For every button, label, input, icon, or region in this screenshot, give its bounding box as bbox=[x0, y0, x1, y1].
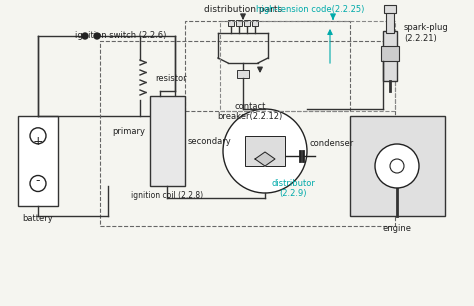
Polygon shape bbox=[255, 152, 275, 166]
Bar bbox=[236, 20, 242, 26]
Text: ignition switch (2.2.6): ignition switch (2.2.6) bbox=[75, 31, 166, 40]
Text: engine: engine bbox=[383, 224, 411, 233]
Text: +: + bbox=[33, 135, 43, 148]
Text: -: - bbox=[36, 174, 40, 187]
Text: contact
breaker(2.2.12): contact breaker(2.2.12) bbox=[218, 102, 283, 121]
Text: high-tension code(2.2.25): high-tension code(2.2.25) bbox=[256, 5, 364, 14]
Text: distribution parts: distribution parts bbox=[204, 5, 282, 14]
Bar bbox=[185, 21, 350, 111]
Bar bbox=[18, 116, 58, 206]
Text: resistor: resistor bbox=[155, 73, 187, 83]
Bar bbox=[381, 46, 399, 61]
Bar bbox=[252, 20, 258, 26]
Bar bbox=[237, 70, 249, 78]
Bar bbox=[244, 20, 250, 26]
Text: battery: battery bbox=[23, 214, 54, 223]
Text: distributor
(2.2.9): distributor (2.2.9) bbox=[271, 179, 315, 198]
Circle shape bbox=[223, 109, 307, 193]
Bar bbox=[150, 96, 185, 186]
Text: primary: primary bbox=[112, 126, 145, 136]
Text: secondary: secondary bbox=[188, 136, 232, 145]
Bar bbox=[228, 20, 234, 26]
Bar bbox=[220, 21, 395, 111]
Bar bbox=[245, 136, 285, 166]
Bar bbox=[384, 5, 396, 13]
Text: spark-plug
(2.2.21): spark-plug (2.2.21) bbox=[404, 23, 449, 43]
Text: ignition coil (2.2.8): ignition coil (2.2.8) bbox=[131, 191, 203, 200]
Bar bbox=[100, 41, 395, 226]
Bar bbox=[383, 31, 397, 81]
Circle shape bbox=[82, 33, 88, 39]
Bar bbox=[386, 8, 394, 33]
Circle shape bbox=[375, 144, 419, 188]
Text: condenser: condenser bbox=[310, 139, 354, 147]
Circle shape bbox=[94, 33, 100, 39]
Bar bbox=[350, 116, 445, 216]
